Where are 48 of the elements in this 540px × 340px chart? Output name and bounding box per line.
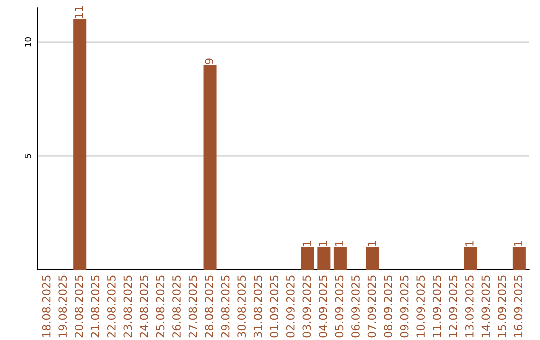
x-tick-label: 05.09.2025: [335, 276, 344, 338]
x-tick-label: 07.09.2025: [368, 276, 376, 338]
x-tick-label: 30.08.2025: [238, 276, 246, 338]
x-tick-label: 13.09.2025: [465, 276, 474, 338]
data-label: 1: [514, 241, 523, 246]
x-tick-label: 19.08.2025: [58, 276, 68, 338]
x-tick-label: 20.08.2025: [74, 276, 84, 338]
x-tick-label: 12.09.2025: [449, 276, 458, 338]
x-tick-label: 27.08.2025: [188, 276, 198, 338]
x-tick-label: 10.09.2025: [416, 276, 426, 338]
x-tick-label: 28.08.2025: [205, 276, 214, 338]
data-label: 1: [319, 241, 328, 246]
x-tick-label: 21.08.2025: [91, 276, 100, 338]
x-tick-label: 06.09.2025: [352, 276, 360, 338]
x-tick-label: 24.08.2025: [140, 276, 148, 338]
bar: [301, 247, 314, 270]
x-tick-label: 01.09.2025: [270, 276, 279, 338]
bar: [204, 65, 217, 270]
data-label: 1: [466, 241, 474, 246]
x-tick-label: 29.08.2025: [221, 276, 230, 338]
x-tick-label: 11.09.2025: [432, 276, 442, 338]
x-tick-label: 08.09.2025: [384, 276, 392, 338]
x-tick-label: 09.09.2025: [400, 276, 409, 338]
bar: [366, 247, 380, 270]
data-label: 1: [368, 241, 376, 246]
x-tick-label: 04.09.2025: [319, 276, 328, 338]
x-tick-label: 14.09.2025: [482, 276, 490, 338]
bar: [318, 247, 331, 270]
bar: [74, 20, 87, 270]
bar: [334, 247, 347, 270]
bar: [512, 247, 526, 270]
data-label: 11: [75, 6, 84, 18]
x-tick-label: 16.09.2025: [514, 276, 523, 338]
data-label: 1: [302, 241, 311, 246]
x-tick-label: 22.08.2025: [107, 276, 116, 338]
x-tick-label: 18.08.2025: [42, 276, 51, 338]
x-tick-label: 26.08.2025: [172, 276, 181, 338]
bar: [464, 247, 478, 270]
y-tick-label: 5: [25, 154, 32, 158]
y-tick-label: 10: [25, 38, 32, 47]
x-tick-label: 23.08.2025: [124, 276, 132, 338]
data-label: 9: [205, 58, 214, 64]
data-label: 1: [335, 241, 344, 246]
x-tick-label: 15.09.2025: [498, 276, 506, 338]
x-tick-label: 25.08.2025: [156, 276, 165, 338]
x-tick-label: 02.09.2025: [286, 276, 295, 338]
x-tick-label: 31.08.2025: [254, 276, 262, 338]
x-tick-label: 03.09.2025: [302, 276, 312, 338]
